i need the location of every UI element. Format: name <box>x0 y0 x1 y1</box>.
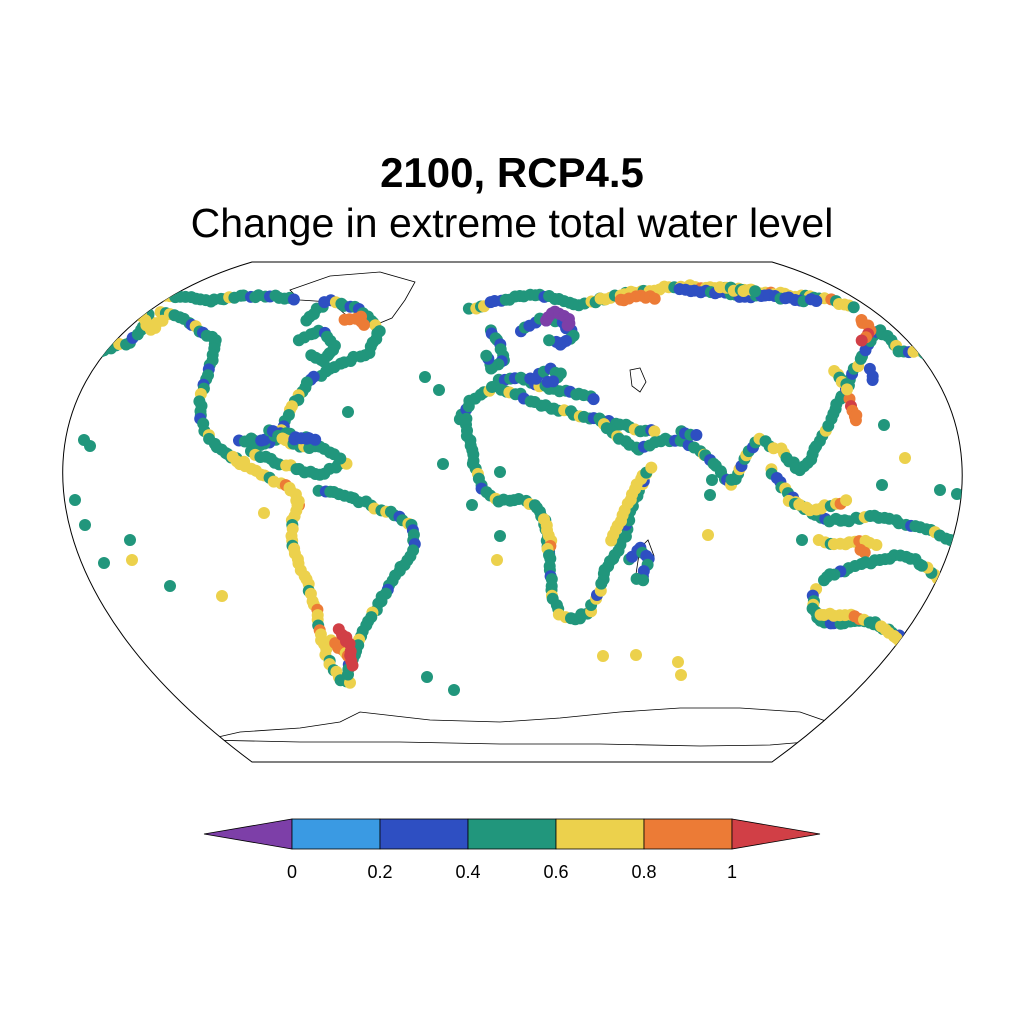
coastal-point <box>78 434 90 446</box>
coastal-point <box>124 534 136 546</box>
coastal-point <box>309 433 322 446</box>
coastal-point <box>433 384 445 396</box>
colorbar-tick-label: 0.8 <box>631 862 656 882</box>
coastal-point <box>841 383 853 396</box>
coastal-point <box>543 334 556 347</box>
colorbar-under-arrow <box>203 818 293 850</box>
colorbar-bin <box>291 818 381 850</box>
coastal-point <box>810 295 823 307</box>
coastal-point <box>421 671 433 683</box>
coastal-point <box>587 393 600 406</box>
coastal-point <box>704 489 716 501</box>
coastal-point <box>334 452 347 465</box>
coastal-point <box>690 429 703 441</box>
coastal-point <box>358 318 370 331</box>
coastal-point <box>878 419 890 431</box>
coastal-point <box>850 409 863 422</box>
coastal-point <box>597 650 609 662</box>
coastal-point <box>951 488 963 500</box>
colorbar-bin <box>643 818 733 850</box>
coastal-point <box>749 285 762 298</box>
coastal-point <box>543 549 556 562</box>
coastal-point <box>258 507 270 519</box>
colorbar-tick-label: 0.4 <box>455 862 480 882</box>
coastal-point <box>706 474 718 486</box>
colorbar-tick-label: 0.2 <box>367 862 392 882</box>
coastal-point <box>648 425 661 438</box>
coastal-point <box>98 557 110 569</box>
coastal-point <box>494 466 506 478</box>
coastal-point <box>899 452 911 464</box>
coastal-point <box>156 314 169 327</box>
coastal-point <box>346 659 359 672</box>
coastal-point <box>796 534 808 546</box>
map-frame <box>62 261 963 763</box>
coastal-point <box>847 301 860 314</box>
coastal-point <box>870 539 883 551</box>
coastal-point <box>466 499 478 511</box>
coastal-point <box>305 349 318 362</box>
coastal-point <box>164 580 176 592</box>
colorbar-bin <box>379 818 469 850</box>
coastal-point <box>342 406 354 418</box>
coastal-point <box>702 529 714 541</box>
coastal-point <box>491 554 503 566</box>
coastal-point <box>855 334 868 347</box>
coastal-point <box>79 519 91 531</box>
coastal-point <box>934 484 946 496</box>
coastal-point <box>561 319 574 332</box>
coastal-point <box>672 656 684 668</box>
colorbar-over-arrow <box>731 818 821 850</box>
coastal-point <box>419 371 431 383</box>
colorbar-tick-label: 0 <box>287 862 297 882</box>
coastal-point <box>645 461 658 474</box>
colorbar-bin <box>467 818 557 850</box>
colorbar-bin <box>555 818 645 850</box>
coastal-point <box>480 349 493 362</box>
coastal-point <box>494 530 506 542</box>
coastal-point <box>866 374 879 386</box>
coastal-point <box>630 649 642 661</box>
coastal-point <box>287 293 300 306</box>
coastal-point <box>630 572 643 585</box>
world-map <box>62 261 963 763</box>
coastal-markers <box>69 279 963 696</box>
map-title: 2100, RCP4.5 <box>380 149 644 196</box>
coastal-point <box>541 375 554 388</box>
colorbar-tick-label: 0.6 <box>543 862 568 882</box>
coastal-point <box>840 494 853 507</box>
coastal-point <box>216 590 228 602</box>
coastal-point <box>448 684 460 696</box>
coastal-point <box>876 479 888 491</box>
coastal-point <box>126 554 138 566</box>
coastal-point <box>818 574 830 587</box>
coastal-point <box>437 458 449 470</box>
coastal-point <box>648 292 661 305</box>
coastal-point <box>69 494 81 506</box>
coastal-point <box>342 668 354 681</box>
map-subtitle: Change in extreme total water level <box>190 200 834 246</box>
coastal-point <box>858 546 871 559</box>
colorbar-tick-label: 1 <box>727 862 737 882</box>
coastal-point <box>675 669 687 681</box>
